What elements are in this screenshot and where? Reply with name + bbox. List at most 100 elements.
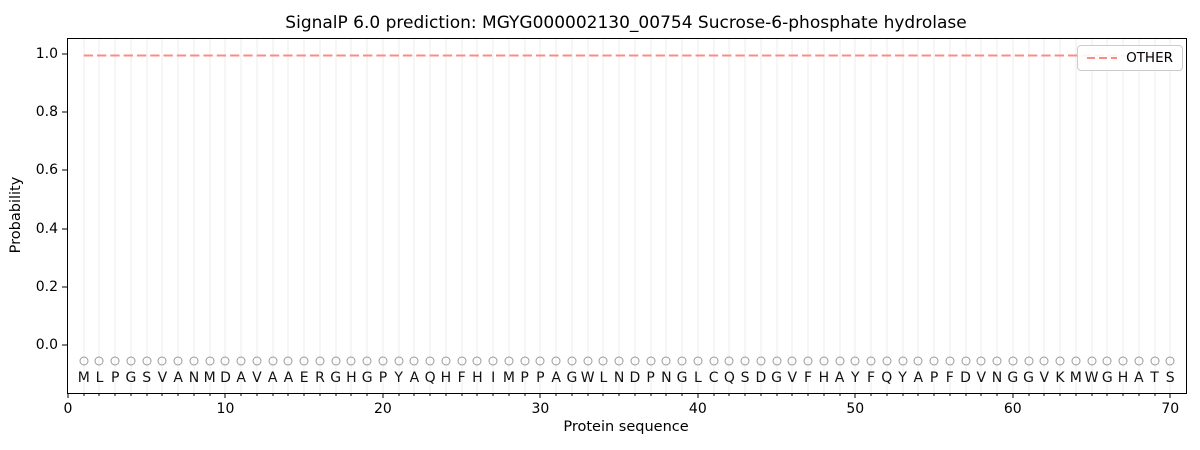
gridline [1169, 39, 1171, 393]
residue-letter: P [378, 369, 388, 386]
residue-letter: P [929, 369, 939, 386]
residue-letter: W [1084, 369, 1099, 386]
x-minor-tick [508, 393, 510, 396]
x-minor-tick [1122, 393, 1124, 396]
x-minor-tick [83, 393, 85, 396]
x-minor-tick [555, 393, 557, 396]
residue-letter: Q [881, 369, 893, 386]
x-major-tick [67, 393, 69, 398]
residue-letter: S [142, 369, 152, 386]
gridline [83, 39, 85, 393]
residue-letter: T [1150, 369, 1159, 386]
gridline [949, 39, 951, 393]
residue-letter: D [629, 369, 641, 386]
x-minor-tick [791, 393, 793, 396]
residue-letter: L [599, 369, 608, 386]
x-minor-tick [476, 393, 478, 396]
x-minor-tick [902, 393, 904, 396]
x-minor-tick [1043, 393, 1045, 396]
x-minor-tick [1154, 393, 1155, 396]
gridline [476, 39, 478, 393]
x-major-tick [1012, 393, 1014, 398]
x-minor-tick [823, 393, 825, 396]
gridline [965, 39, 967, 393]
residue-letter: Q [723, 369, 735, 386]
gridline [571, 39, 573, 393]
residue-marker-icon [693, 356, 703, 366]
gridline [272, 39, 274, 393]
residue-marker-icon [1071, 356, 1081, 366]
x-minor-tick [445, 393, 447, 396]
x-minor-tick [713, 393, 715, 396]
residue-marker-icon [126, 356, 136, 366]
residue-marker-icon [1024, 356, 1034, 366]
residue-letter: H [346, 369, 357, 386]
gridline [587, 39, 589, 393]
gridline [98, 39, 100, 393]
gridline [1028, 39, 1030, 393]
x-minor-tick [681, 393, 683, 396]
residue-marker-icon [457, 356, 467, 366]
gridline [1122, 39, 1124, 393]
gridline [713, 39, 715, 393]
residue-marker-icon [756, 356, 766, 366]
gridline [791, 39, 793, 393]
residue-marker-icon [1165, 356, 1175, 366]
residue-marker-icon [835, 356, 845, 366]
residue-letter: I [491, 369, 496, 386]
gridline [917, 39, 919, 393]
gridline [728, 39, 730, 393]
residue-marker-icon [724, 356, 734, 366]
x-minor-tick [492, 393, 494, 396]
gridline [287, 39, 289, 393]
residue-letter: Y [394, 369, 403, 386]
gridline [366, 39, 368, 393]
x-tick-label: 20 [374, 401, 392, 417]
residue-letter: M [77, 369, 90, 386]
residue-letter: G [125, 369, 137, 386]
gridline [398, 39, 400, 393]
residue-marker-icon [157, 356, 167, 366]
residue-letter: V [976, 369, 987, 386]
x-minor-tick [807, 393, 809, 396]
gridline [854, 39, 856, 393]
residue-letter: N [661, 369, 672, 386]
gridline [902, 39, 904, 393]
gridline [413, 39, 415, 393]
residue-marker-icon [315, 356, 325, 366]
gridline [240, 39, 242, 393]
residue-letter: A [267, 369, 278, 386]
residue-marker-icon [1055, 356, 1065, 366]
gridline [980, 39, 982, 393]
residue-marker-icon [1150, 356, 1159, 366]
x-tick-label: 60 [1003, 401, 1022, 417]
residue-letter: S [1165, 369, 1175, 386]
residue-marker-icon [709, 356, 719, 366]
x-minor-tick [1059, 393, 1061, 396]
x-major-tick [382, 393, 384, 398]
residue-letter: M [1069, 369, 1082, 386]
residue-marker-icon [268, 356, 278, 366]
x-minor-tick [287, 393, 289, 396]
residue-marker-icon [913, 356, 923, 366]
residue-marker-icon [425, 356, 435, 366]
residue-letter: V [157, 369, 168, 386]
residue-letter: A [173, 369, 184, 386]
gridline [665, 39, 667, 393]
gridline [350, 39, 352, 393]
x-minor-tick [634, 393, 636, 396]
gridline [1091, 39, 1093, 393]
x-minor-tick [949, 393, 951, 396]
y-tick-mark [62, 228, 67, 230]
gridline [681, 39, 683, 393]
residue-marker-icon [94, 356, 104, 366]
residue-marker-icon [677, 356, 687, 366]
gridline [130, 39, 132, 393]
residue-letter: W [580, 369, 595, 386]
x-tick-label: 40 [688, 401, 707, 417]
residue-letter: C [708, 369, 719, 386]
residue-letter: H [440, 369, 452, 386]
residue-letter: D [220, 369, 231, 386]
x-minor-tick [524, 393, 526, 396]
